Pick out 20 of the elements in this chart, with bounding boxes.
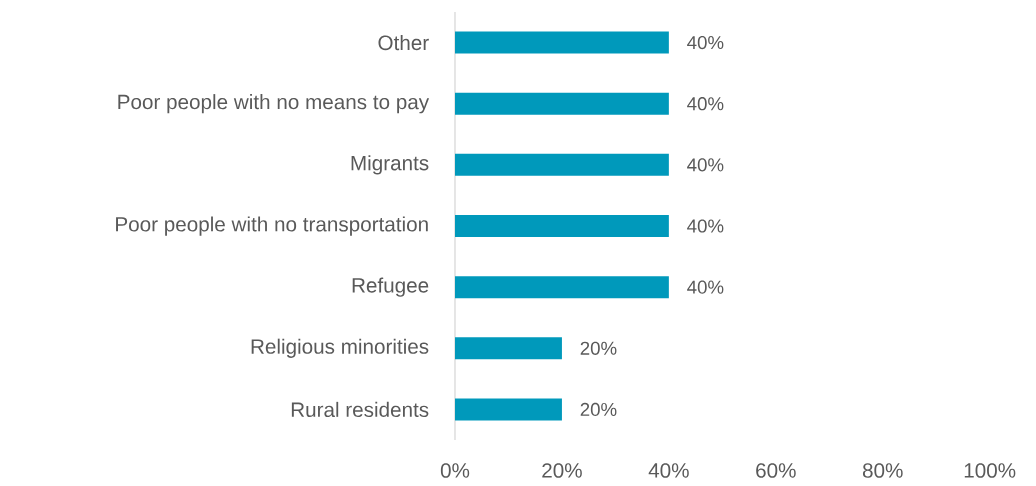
y-tick-label: Other (378, 35, 429, 51)
x-tick-label: 20% (542, 463, 582, 478)
y-tick-label: Rural residents (291, 401, 429, 418)
y-tick-label: Religious minorities (251, 338, 429, 358)
x-tick-label: 80% (862, 463, 903, 478)
x-tick-label: 100% (964, 463, 1016, 478)
y-tick-label: Refugee (352, 277, 429, 297)
data-label: 40% (687, 97, 724, 111)
y-tick-label: Poor people with no transportation (116, 216, 428, 236)
data-label: 40% (687, 219, 724, 233)
x-tick-label: 40% (648, 463, 689, 478)
y-tick-label: Poor people with no means to pay (118, 94, 430, 114)
data-label: 20% (580, 402, 617, 417)
y-tick-label: Migrants (351, 155, 429, 175)
data-label: 40% (687, 35, 724, 50)
data-label: 40% (687, 280, 724, 294)
data-label: 40% (687, 158, 724, 172)
x-tick-label: 0% (440, 463, 470, 478)
data-label: 20% (580, 341, 617, 355)
x-tick-label: 60% (756, 463, 796, 478)
